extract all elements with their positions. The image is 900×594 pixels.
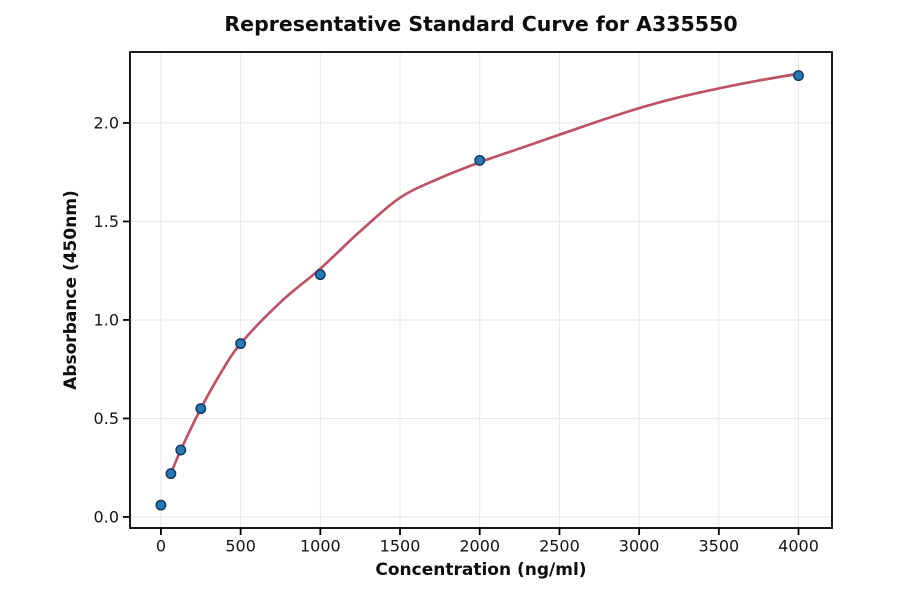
y-axis-label: Absorbance (450nm) bbox=[61, 190, 81, 390]
chart-title: Representative Standard Curve for A33555… bbox=[224, 12, 737, 36]
data-point bbox=[474, 154, 486, 166]
x-tick-label: 500 bbox=[225, 537, 256, 556]
data-point bbox=[175, 444, 187, 456]
x-tick-label: 2500 bbox=[539, 537, 580, 556]
y-tick-label: 2.0 bbox=[94, 113, 119, 132]
data-point bbox=[165, 468, 177, 480]
x-tick-label: 1000 bbox=[300, 537, 341, 556]
y-tick-label: 1.0 bbox=[94, 310, 119, 329]
data-point bbox=[793, 70, 804, 82]
x-tick-label: 2000 bbox=[459, 537, 500, 556]
data-point bbox=[314, 269, 326, 281]
tick-labels-layer: 0 500 1000 1500 2000 2500 3000 3500 4000 0.0 0.5 1.… bbox=[94, 113, 819, 555]
y-tick-label: 0.0 bbox=[94, 507, 119, 526]
x-axis-label: Concentration (ng/ml) bbox=[375, 560, 586, 580]
data-point bbox=[155, 499, 167, 511]
ticks-layer bbox=[123, 122, 800, 535]
y-tick-label: 1.5 bbox=[94, 212, 119, 231]
grid-layer bbox=[130, 52, 832, 528]
x-tick-label: 3000 bbox=[619, 537, 660, 556]
plot-frame bbox=[129, 51, 833, 529]
x-tick-label: 4000 bbox=[778, 537, 819, 556]
x-tick-label: 3500 bbox=[698, 537, 739, 556]
data-point bbox=[195, 403, 207, 415]
y-tick-label: 0.5 bbox=[94, 409, 119, 428]
fit-curve-line bbox=[169, 72, 800, 475]
x-tick-label: 0 bbox=[156, 537, 166, 556]
data-point bbox=[235, 338, 247, 350]
x-tick-label: 1500 bbox=[380, 537, 421, 556]
series-layer bbox=[155, 70, 804, 511]
